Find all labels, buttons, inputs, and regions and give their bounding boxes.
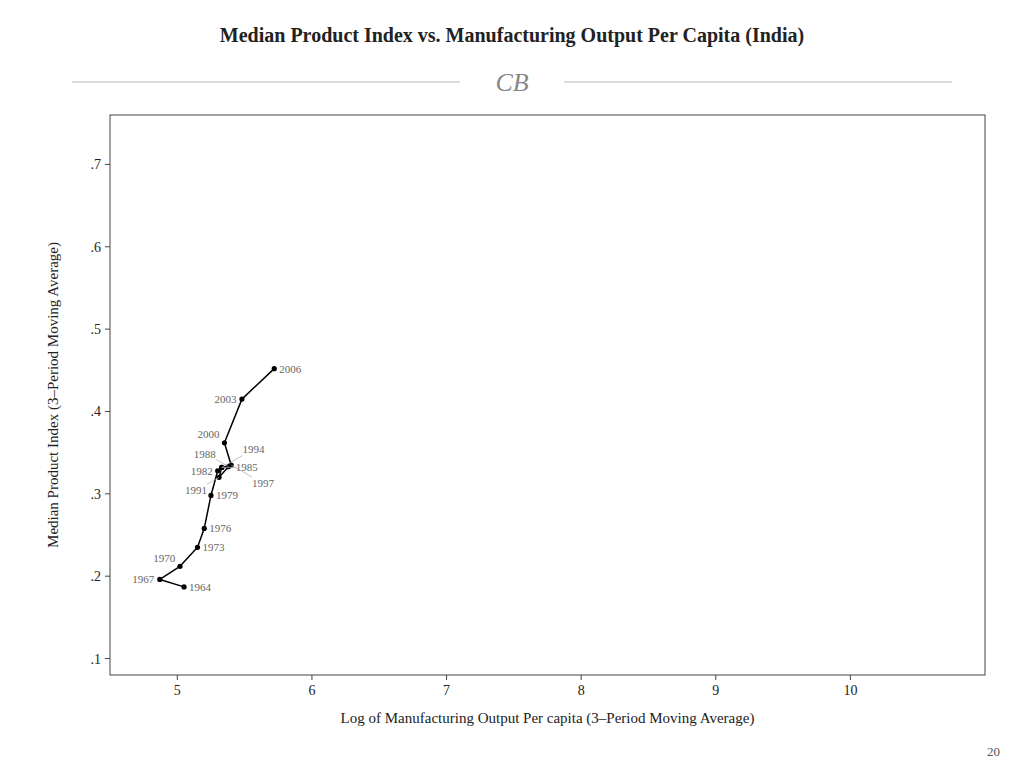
point-label: 1979 (216, 489, 239, 501)
chart: Median Product Index vs. Manufacturing O… (0, 0, 1024, 768)
annotations: 1964 1967 1970 1973 1976 19791982 1985 1988 1991… (132, 363, 301, 593)
x-tick-label: 7 (443, 683, 450, 698)
x-tick (850, 675, 851, 680)
point-label: 1964 (189, 581, 212, 593)
point-label: 1997 (252, 477, 275, 489)
y-tick (105, 411, 110, 412)
point-label: 1982 (191, 465, 213, 477)
decoration-line (564, 82, 952, 83)
data-point (215, 468, 220, 473)
y-tick-label: .5 (91, 322, 102, 337)
point-label: 1991 (185, 484, 207, 496)
point-label: 2006 (279, 363, 302, 375)
y-tick-label: .7 (91, 157, 102, 172)
y-tick (105, 658, 110, 659)
data-point (177, 564, 182, 569)
y-tick (105, 576, 110, 577)
x-tick-label: 10 (843, 683, 857, 698)
point-label: 2003 (214, 393, 237, 405)
data-point (222, 440, 227, 445)
x-tick (177, 675, 178, 680)
y-tick-label: .2 (91, 569, 102, 584)
data-point (208, 493, 213, 498)
leader-line (207, 477, 219, 484)
x-tick-label: 9 (712, 683, 719, 698)
data-point (195, 545, 200, 550)
point-label: 1973 (203, 541, 226, 553)
point-label: 1988 (194, 448, 217, 460)
y-tick (105, 329, 110, 330)
y-tick-label: .4 (91, 404, 102, 419)
point-label: 1985 (236, 461, 259, 473)
y-tick-label: .6 (91, 240, 102, 255)
point-label: 1994 (243, 443, 266, 455)
point-label: 1976 (209, 522, 232, 534)
y-tick-label: .3 (91, 487, 102, 502)
data-point (181, 584, 186, 589)
data-point (157, 577, 162, 582)
decoration-line (72, 82, 460, 83)
ornament: CB (495, 68, 528, 97)
y-tick (105, 246, 110, 247)
leader-line (216, 460, 228, 467)
x-tick (311, 675, 312, 680)
y-axis-label: Median Product Index (3–Period Moving Av… (45, 242, 62, 548)
title: Median Product Index vs. Manufacturing O… (220, 24, 804, 47)
x-axis-label: Log of Manufacturing Output Per capita (… (341, 710, 755, 727)
plot-frame (110, 115, 985, 675)
x-tick-label: 8 (578, 683, 585, 698)
data-point (272, 366, 277, 371)
x-tick (446, 675, 447, 680)
x-tick-label: 6 (308, 683, 315, 698)
data-point (239, 397, 244, 402)
y-tick (105, 164, 110, 165)
x-tick (581, 675, 582, 680)
point-label: 2000 (198, 428, 221, 440)
page-number: 20 (987, 744, 1000, 759)
x-tick-label: 5 (174, 683, 181, 698)
y-tick-label: .1 (91, 652, 102, 667)
data-line (160, 369, 274, 587)
x-tick (715, 675, 716, 680)
point-label: 1970 (153, 552, 176, 564)
data-point (202, 526, 207, 531)
y-tick (105, 493, 110, 494)
leader-line (222, 467, 236, 468)
point-label: 1967 (132, 573, 155, 585)
